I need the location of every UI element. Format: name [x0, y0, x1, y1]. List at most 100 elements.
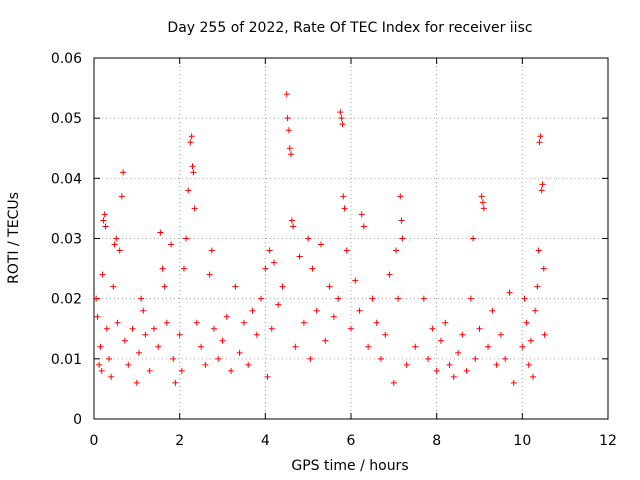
data-point [110, 283, 117, 290]
data-point [450, 373, 457, 380]
data-point [493, 361, 500, 368]
y-tick-label: 0.05 [51, 111, 82, 127]
data-point [525, 361, 532, 368]
data-point [489, 307, 496, 314]
data-point [176, 331, 183, 338]
data-point [202, 361, 209, 368]
data-point [337, 109, 344, 116]
data-point [180, 265, 187, 272]
data-point [118, 193, 125, 200]
data-point [285, 127, 292, 134]
data-point [206, 271, 213, 278]
x-tick-label: 8 [432, 433, 441, 449]
data-point [178, 367, 185, 374]
chart-title: Day 255 of 2022, Rate Of TEC Index for r… [167, 20, 532, 36]
data-point [275, 301, 282, 308]
data-point [249, 307, 256, 314]
data-point [352, 277, 359, 284]
x-tick-label: 0 [90, 433, 99, 449]
data-point [288, 151, 295, 158]
x-tick-label: 2 [175, 433, 184, 449]
data-point [290, 223, 297, 230]
data-point [125, 361, 132, 368]
data-point [208, 247, 215, 254]
y-tick-label: 0 [73, 412, 82, 428]
data-point [348, 325, 354, 332]
x-tick-label: 6 [347, 433, 356, 449]
data-point [485, 343, 492, 350]
data-point [266, 247, 273, 254]
data-point [476, 325, 483, 332]
data-point [97, 343, 104, 350]
data-point [101, 211, 108, 218]
data-point [284, 115, 291, 122]
data-point [262, 265, 269, 272]
data-point [341, 205, 348, 212]
data-point [232, 283, 239, 290]
data-point [279, 283, 286, 290]
data-point [537, 133, 544, 140]
data-point [198, 343, 205, 350]
data-point [240, 319, 247, 326]
data-point [519, 343, 526, 350]
data-point [121, 337, 128, 344]
data-point [245, 361, 252, 368]
data-point [330, 313, 337, 320]
data-point [163, 319, 170, 326]
data-point [397, 193, 404, 200]
data-point [541, 331, 548, 338]
data-point [187, 139, 194, 146]
data-point [532, 307, 539, 314]
data-point [305, 235, 312, 242]
x-axis-ticks: 0 2 4 6 8 10 12 [90, 58, 617, 449]
data-point [96, 361, 103, 368]
data-point [191, 205, 198, 212]
data-point [386, 271, 393, 278]
data-point [420, 295, 427, 302]
data-point [228, 367, 235, 374]
data-point [120, 169, 127, 176]
data-point [264, 373, 271, 380]
data-point [538, 187, 545, 194]
data-point [467, 295, 474, 302]
data-point [340, 193, 347, 200]
data-point [360, 223, 367, 230]
data-point [358, 211, 365, 218]
y-tick-label: 0.01 [51, 352, 82, 368]
data-point [521, 295, 528, 302]
data-point [335, 295, 342, 302]
data-point [102, 223, 109, 230]
data-point [100, 217, 107, 224]
data-point [536, 139, 543, 146]
data-point [161, 283, 168, 290]
data-point [318, 241, 325, 248]
y-tick-label: 0.02 [51, 292, 82, 308]
data-point [150, 325, 157, 332]
data-point [140, 307, 147, 314]
data-point [535, 247, 542, 254]
data-point [480, 205, 487, 212]
data-point [398, 217, 405, 224]
data-point [472, 355, 479, 362]
data-point [286, 145, 293, 152]
data-point [343, 247, 350, 254]
data-point [479, 199, 486, 206]
data-point [412, 343, 419, 350]
data-point [502, 355, 509, 362]
data-point [138, 295, 145, 302]
data-point [433, 367, 440, 374]
data-point [373, 319, 380, 326]
data-point [253, 331, 260, 338]
data-point [534, 283, 541, 290]
data-point [403, 361, 410, 368]
data-point [437, 337, 444, 344]
data-point [188, 133, 195, 140]
data-point [98, 367, 105, 374]
y-axis-ticks: 0 0.01 0.02 0.03 0.04 0.05 0.06 [51, 51, 608, 428]
data-point [170, 355, 177, 362]
data-point [168, 241, 175, 248]
data-point [382, 331, 389, 338]
data-point [338, 115, 345, 122]
data-point [146, 367, 153, 374]
data-point [425, 355, 432, 362]
